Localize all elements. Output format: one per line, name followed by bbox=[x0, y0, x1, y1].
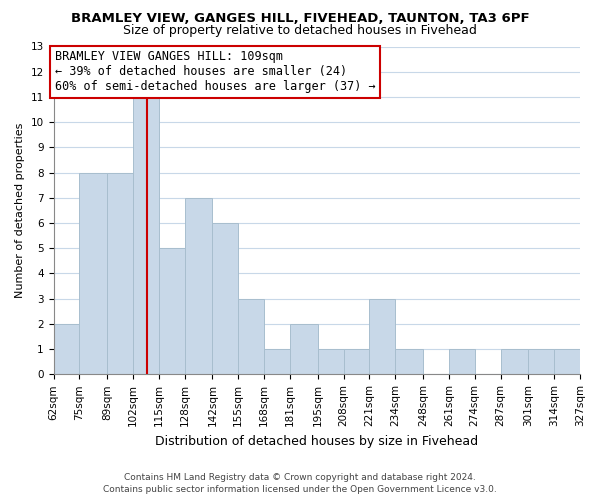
Bar bbox=[449, 349, 475, 374]
Bar bbox=[107, 172, 133, 374]
Bar bbox=[395, 349, 423, 374]
Text: BRAMLEY VIEW GANGES HILL: 109sqm
← 39% of detached houses are smaller (24)
60% o: BRAMLEY VIEW GANGES HILL: 109sqm ← 39% o… bbox=[55, 50, 375, 94]
Bar bbox=[529, 349, 554, 374]
X-axis label: Distribution of detached houses by size in Fivehead: Distribution of detached houses by size … bbox=[155, 434, 478, 448]
Bar bbox=[554, 349, 580, 374]
Bar bbox=[133, 97, 159, 374]
Bar bbox=[53, 324, 79, 374]
Bar bbox=[264, 349, 290, 374]
Bar bbox=[185, 198, 212, 374]
Bar bbox=[370, 298, 395, 374]
Y-axis label: Number of detached properties: Number of detached properties bbox=[15, 122, 25, 298]
Bar bbox=[159, 248, 185, 374]
Text: BRAMLEY VIEW, GANGES HILL, FIVEHEAD, TAUNTON, TA3 6PF: BRAMLEY VIEW, GANGES HILL, FIVEHEAD, TAU… bbox=[71, 12, 529, 26]
Bar bbox=[238, 298, 264, 374]
Bar bbox=[344, 349, 370, 374]
Bar bbox=[500, 349, 529, 374]
Bar bbox=[79, 172, 107, 374]
Bar bbox=[212, 223, 238, 374]
Bar bbox=[318, 349, 344, 374]
Bar bbox=[290, 324, 318, 374]
Text: Contains HM Land Registry data © Crown copyright and database right 2024.
Contai: Contains HM Land Registry data © Crown c… bbox=[103, 472, 497, 494]
Text: Size of property relative to detached houses in Fivehead: Size of property relative to detached ho… bbox=[123, 24, 477, 37]
